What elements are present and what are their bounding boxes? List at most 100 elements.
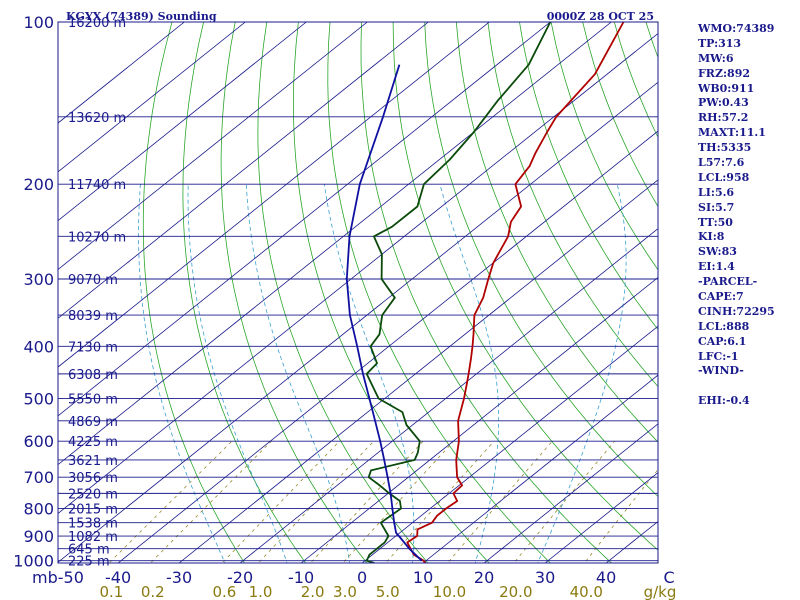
isotherm-line <box>483 423 658 563</box>
height-label: 10270 m <box>68 230 126 245</box>
dry-adiabat <box>360 22 613 563</box>
pressure-tick-label: 100 <box>23 13 54 32</box>
index-item: LCL:888 <box>698 319 750 333</box>
height-label: 1082 m <box>68 530 118 545</box>
dry-adiabat <box>550 22 658 271</box>
height-label: 3056 m <box>68 471 118 486</box>
isotherm-line <box>58 22 551 417</box>
index-item: LI:5.6 <box>698 185 735 199</box>
index-item: WB0:911 <box>698 81 755 95</box>
parcel-trace <box>345 64 423 562</box>
index-item: WMO:74389 <box>698 22 775 35</box>
moist-adiabat <box>439 184 500 563</box>
index-item: EI:1.4 <box>698 260 735 274</box>
index-item: -WIND- <box>698 364 744 378</box>
isotherm-line <box>58 22 612 466</box>
height-label: 3621 m <box>68 454 118 469</box>
dry-adiabat <box>220 22 368 563</box>
dry-adiabat <box>292 22 490 563</box>
height-label: 13620 m <box>68 111 126 126</box>
height-label: 16200 m <box>68 16 126 31</box>
mixing-ratio-line <box>310 440 424 563</box>
mixing-ratio-label: 1.0 <box>249 583 273 600</box>
index-item: L57:7.6 <box>698 156 745 170</box>
dry-adiabat <box>257 22 429 563</box>
mixing-ratio-line <box>150 440 272 563</box>
temperature-tick-label: -40 <box>105 568 131 587</box>
isotherm-line <box>58 22 246 173</box>
isotherm-line <box>58 22 185 124</box>
index-item: MAXT:11.1 <box>698 126 766 140</box>
mixing-ratio-label: 0.6 <box>212 583 236 600</box>
dry-adiabat <box>392 22 658 551</box>
dry-adiabat <box>142 22 245 563</box>
sounding-time: 0000Z 28 OCT 25 <box>547 10 654 23</box>
mixing-ratio-label: 10.0 <box>433 583 466 600</box>
sounding-traces <box>345 22 625 563</box>
mixing-ratio-line <box>584 468 658 563</box>
temperature-tick-label: 0 <box>357 568 367 587</box>
isotherm-line <box>300 276 658 563</box>
index-item: CAPE:7 <box>698 290 744 304</box>
mixing-ratio-line <box>447 440 553 563</box>
mixing-ratio-label: 3.0 <box>333 583 357 600</box>
index-item: PW:0.43 <box>698 96 749 110</box>
pressure-tick-label: 900 <box>23 527 54 546</box>
index-item: -PARCEL- <box>698 275 758 289</box>
mixing-ratio-label: 5.0 <box>376 583 400 600</box>
temperature-tick-label: 40 <box>596 568 616 587</box>
isotherm-line <box>117 130 658 563</box>
dry-adiabat <box>327 22 551 563</box>
moist-adiabat <box>323 184 415 563</box>
mixing-ratio-label: 0.2 <box>141 583 165 600</box>
mixing-ratio-line <box>257 440 375 563</box>
index-item: CINH:72295 <box>698 304 775 318</box>
moist-adiabat <box>245 184 351 563</box>
isotherm-line <box>422 374 658 563</box>
temperature-tick-label: 20 <box>474 568 494 587</box>
pressure-tick-label: 600 <box>23 432 54 451</box>
index-item: FRZ:892 <box>698 66 751 80</box>
isotherm-line <box>58 22 307 222</box>
dry-adiabat <box>424 22 658 498</box>
height-label: 225 m <box>68 555 110 570</box>
moist-adiabat <box>138 184 226 563</box>
height-label: 1538 m <box>68 517 118 532</box>
pressure-tick-label: 1000 <box>13 552 54 571</box>
index-item: LCL:958 <box>698 170 750 184</box>
height-label: 4869 m <box>68 415 118 430</box>
height-label: 6308 m <box>68 368 118 383</box>
dewpoint-trace <box>365 22 552 563</box>
mixing-ratio-label: 40.0 <box>570 583 603 600</box>
index-item: MW:6 <box>698 51 734 65</box>
mixing-ratio-line <box>221 440 340 563</box>
height-label: 2520 m <box>68 487 118 502</box>
plot-frame <box>57 21 659 564</box>
temperature-tick-label: 30 <box>535 568 555 587</box>
height-label: 7130 m <box>68 340 118 355</box>
temperature-tick-label: -30 <box>166 568 192 587</box>
mixing-ratio-label: g/kg <box>644 583 677 600</box>
pressure-tick-label: 500 <box>23 390 54 409</box>
height-label: 5550 m <box>68 393 118 408</box>
isotherm-line <box>178 179 658 563</box>
temperature-tick-label: -10 <box>288 568 314 587</box>
station-title: KGYX (74389) Sounding <box>66 10 217 23</box>
temperature-tick-label: 10 <box>413 568 433 587</box>
temperature-tick-label: C <box>664 568 675 587</box>
mixing-ratio-label: 0.1 <box>99 583 123 600</box>
mixing-ratio-line <box>513 440 615 563</box>
height-label: 645 m <box>68 543 110 558</box>
height-label: 2015 m <box>68 502 118 517</box>
temperature-tick-label: mb-50 <box>32 568 84 587</box>
index-item: TP:313 <box>698 36 742 50</box>
pressure-tick-label: 200 <box>23 175 54 194</box>
isotherm-line <box>239 228 658 563</box>
index-item: LFC:-1 <box>698 349 739 363</box>
pressure-tick-label: 800 <box>23 499 54 518</box>
reference-lines <box>58 21 658 562</box>
mixing-ratio-line <box>342 440 454 563</box>
height-label: 11740 m <box>68 178 126 193</box>
sounding-indices: WMO:74389 TP:313 MW:6 FRZ:892 WB0:911 PW:0.43… <box>698 22 775 409</box>
